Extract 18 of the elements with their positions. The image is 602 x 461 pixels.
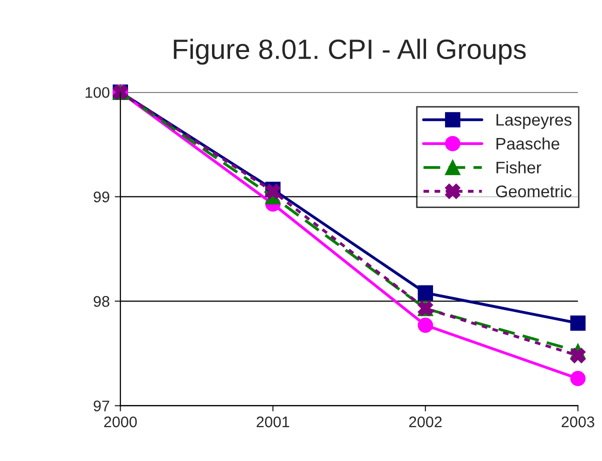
x-tick-label: 2002	[409, 416, 442, 428]
point	[418, 285, 434, 300]
point	[570, 348, 586, 364]
legend-label: Paasche	[496, 137, 560, 150]
legend-label: Fisher	[496, 161, 542, 174]
legend-label: Geometric	[496, 185, 572, 198]
x-tick-label: 2001	[256, 416, 290, 428]
point	[570, 370, 586, 386]
x-tick-label: 2003	[562, 416, 594, 428]
legend-label: Laspeyres	[496, 114, 572, 130]
point	[570, 315, 586, 331]
y-tick-label: 100	[86, 87, 110, 98]
y-tick-label: 97	[94, 400, 110, 412]
y-tick-label: 98	[94, 296, 110, 307]
y-tick-label: 99	[94, 192, 110, 202]
x-tick-label: 2000	[104, 416, 137, 428]
point	[418, 318, 434, 333]
chart-title: Figure 8.01. CPI - All Groups	[174, 38, 526, 65]
